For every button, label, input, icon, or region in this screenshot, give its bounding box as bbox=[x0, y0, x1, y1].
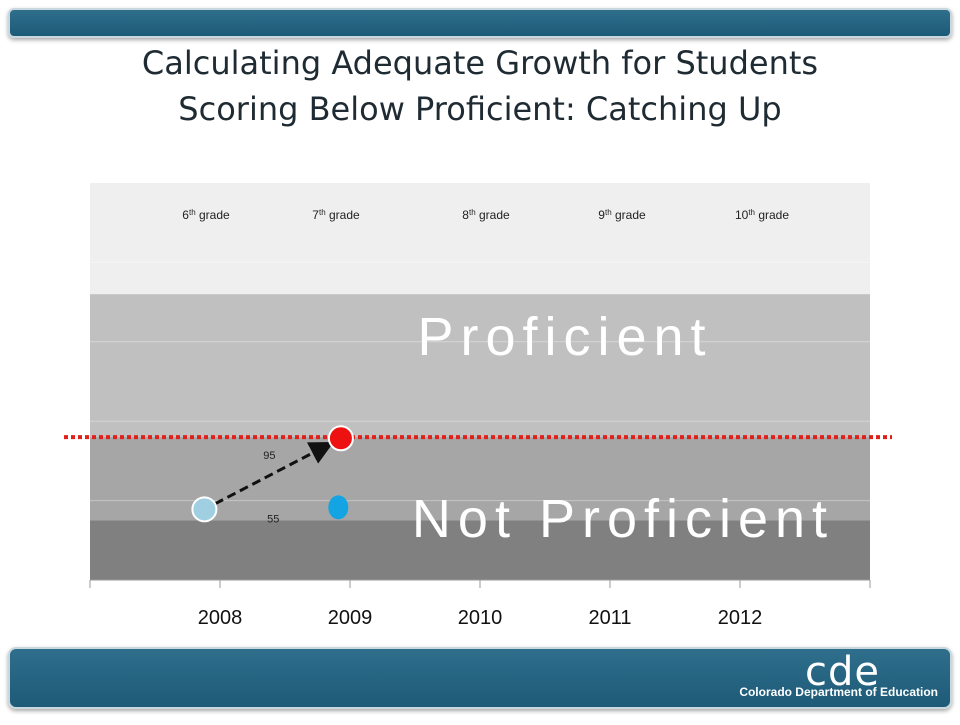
grade-label: 9th grade bbox=[598, 208, 646, 222]
grade-label: 10th grade bbox=[735, 208, 789, 222]
not-proficient-band bbox=[90, 437, 870, 521]
cde-logo-text: Colorado Department of Education bbox=[739, 685, 938, 699]
bottom-band bbox=[90, 520, 870, 580]
grade-label: 6th grade bbox=[182, 208, 230, 222]
grade-label: 7th grade bbox=[312, 208, 360, 222]
point-start bbox=[191, 496, 218, 523]
point-actual bbox=[328, 495, 349, 520]
top-banner bbox=[8, 8, 952, 38]
x-tick-label-2012: 2012 bbox=[718, 607, 763, 629]
grade-label: 8th grade bbox=[462, 208, 510, 222]
page-title: Calculating Adequate Growth for Students… bbox=[60, 40, 900, 132]
title-line-2: Scoring Below Proficient: Catching Up bbox=[178, 90, 782, 128]
annotation-value: 55 bbox=[267, 513, 279, 525]
not-proficient-label: Not Proficient bbox=[412, 489, 834, 549]
x-tick-label-2011: 2011 bbox=[588, 607, 631, 629]
title-line-1: Calculating Adequate Growth for Students bbox=[141, 44, 819, 82]
x-tick-label-2009: 2009 bbox=[328, 607, 373, 629]
proficient-band bbox=[90, 294, 870, 438]
x-tick-label-2008: 2008 bbox=[198, 607, 243, 629]
point-target bbox=[327, 425, 354, 452]
proficient-label: Proficient bbox=[417, 307, 712, 367]
growth-arrow bbox=[214, 441, 334, 506]
annotation-value: 95 bbox=[263, 450, 275, 462]
bottom-banner: cde Colorado Department of Education bbox=[8, 647, 952, 709]
cde-logo: cde bbox=[805, 649, 880, 695]
upper-band bbox=[90, 183, 870, 295]
x-tick-label-2010: 2010 bbox=[458, 607, 503, 629]
